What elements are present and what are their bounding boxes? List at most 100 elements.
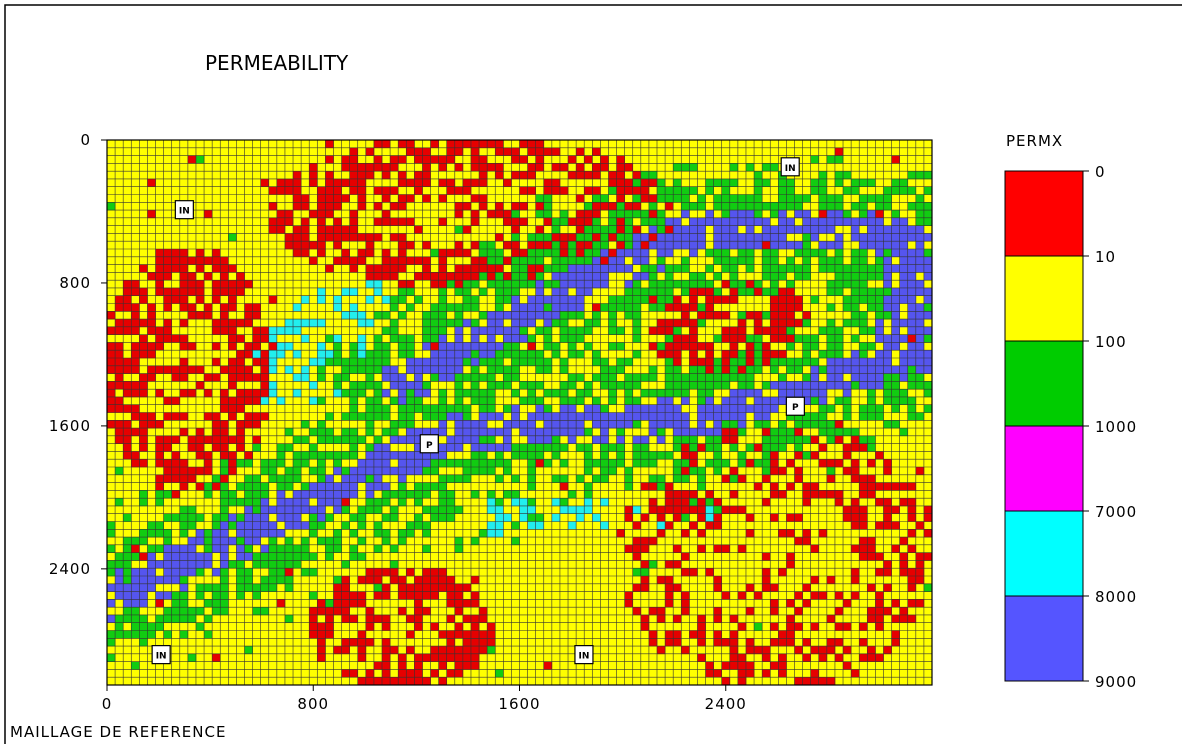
heatmap-cell bbox=[503, 490, 512, 499]
heatmap-cell bbox=[204, 537, 213, 546]
heatmap-cell bbox=[851, 435, 860, 444]
heatmap-cell bbox=[665, 373, 674, 382]
heatmap-cell bbox=[454, 661, 464, 670]
heatmap-cell bbox=[357, 677, 367, 686]
heatmap-cell bbox=[503, 334, 512, 343]
well-label: IN bbox=[156, 652, 167, 662]
well-marker: P bbox=[785, 396, 805, 416]
heatmap-cell bbox=[228, 467, 237, 476]
heatmap-cell bbox=[875, 287, 884, 297]
heatmap-cell bbox=[414, 365, 423, 374]
heatmap-cell bbox=[648, 389, 658, 398]
heatmap-cell bbox=[519, 171, 528, 180]
heatmap-cell bbox=[155, 482, 164, 491]
heatmap-cell bbox=[398, 420, 407, 429]
heatmap-cell bbox=[705, 435, 714, 444]
heatmap-cell bbox=[382, 669, 391, 678]
heatmap-cell bbox=[430, 622, 439, 631]
heatmap-cell bbox=[843, 272, 852, 281]
heatmap-cell bbox=[527, 498, 536, 507]
heatmap-cell bbox=[365, 428, 375, 437]
heatmap-cell bbox=[390, 319, 399, 328]
heatmap-cell bbox=[171, 591, 181, 600]
heatmap-cell bbox=[616, 202, 625, 211]
heatmap-cell bbox=[826, 420, 836, 429]
heatmap-cell bbox=[503, 373, 512, 382]
heatmap-cell bbox=[883, 607, 892, 616]
heatmap-cell bbox=[212, 412, 221, 421]
heatmap-cell bbox=[721, 412, 731, 421]
heatmap-cell bbox=[487, 373, 496, 382]
heatmap-cell bbox=[325, 544, 334, 553]
heatmap-cell bbox=[632, 295, 642, 304]
heatmap-cell bbox=[834, 607, 844, 616]
heatmap-cell bbox=[462, 342, 472, 351]
heatmap-cell bbox=[551, 264, 561, 273]
heatmap-cell bbox=[907, 319, 917, 328]
heatmap-cell bbox=[454, 264, 464, 273]
heatmap-cell bbox=[430, 350, 439, 359]
heatmap-cell bbox=[179, 280, 189, 289]
heatmap-cell bbox=[729, 342, 739, 351]
heatmap-cell bbox=[171, 435, 181, 444]
heatmap-cell bbox=[681, 607, 690, 616]
heatmap-cell bbox=[729, 435, 739, 444]
heatmap-cell bbox=[794, 303, 803, 312]
heatmap-cell bbox=[576, 225, 585, 234]
heatmap-cell bbox=[867, 459, 876, 468]
heatmap-cell bbox=[268, 521, 278, 530]
heatmap-cell bbox=[673, 342, 682, 351]
heatmap-cell bbox=[365, 669, 375, 678]
heatmap-cell bbox=[406, 365, 415, 374]
heatmap-cell bbox=[665, 241, 674, 250]
heatmap-cell bbox=[640, 389, 650, 398]
heatmap-cell bbox=[681, 513, 690, 522]
heatmap-cell bbox=[236, 552, 245, 561]
heatmap-cell bbox=[349, 389, 359, 398]
heatmap-cell bbox=[398, 529, 407, 538]
heatmap-cell bbox=[867, 233, 876, 242]
heatmap-cell bbox=[713, 404, 723, 413]
heatmap-cell bbox=[204, 311, 213, 320]
heatmap-cell bbox=[786, 622, 795, 631]
heatmap-cell bbox=[333, 490, 342, 499]
heatmap-cell bbox=[632, 537, 642, 546]
heatmap-cell bbox=[737, 280, 747, 289]
heatmap-cell bbox=[915, 241, 925, 250]
heatmap-cell bbox=[737, 661, 747, 670]
heatmap-cell bbox=[568, 217, 577, 226]
heatmap-cell bbox=[107, 529, 116, 538]
heatmap-cell bbox=[195, 591, 205, 600]
heatmap-cell bbox=[357, 630, 367, 639]
heatmap-cell bbox=[115, 396, 124, 406]
heatmap-cell bbox=[204, 490, 213, 499]
heatmap-cell bbox=[406, 521, 415, 530]
heatmap-cell bbox=[365, 412, 375, 421]
heatmap-cell bbox=[891, 630, 900, 639]
heatmap-cell bbox=[608, 256, 617, 265]
heatmap-cell bbox=[487, 319, 496, 328]
heatmap-cell bbox=[309, 428, 318, 437]
heatmap-cell bbox=[309, 591, 318, 600]
heatmap-cell bbox=[438, 326, 448, 335]
heatmap-cell bbox=[236, 591, 245, 600]
heatmap-cell bbox=[325, 599, 334, 608]
heatmap-cell bbox=[624, 396, 634, 406]
heatmap-cell bbox=[179, 287, 189, 297]
heatmap-cell bbox=[899, 334, 909, 343]
heatmap-cell bbox=[745, 241, 755, 250]
heatmap-cell bbox=[705, 669, 714, 678]
heatmap-cell bbox=[794, 513, 803, 522]
heatmap-cell bbox=[390, 505, 399, 515]
heatmap-cell bbox=[737, 505, 747, 515]
heatmap-cell bbox=[681, 599, 690, 608]
heatmap-cell bbox=[543, 233, 553, 242]
heatmap-cell bbox=[527, 443, 536, 452]
heatmap-cell bbox=[527, 467, 536, 476]
heatmap-cell bbox=[568, 521, 577, 530]
heatmap-cell bbox=[373, 365, 383, 374]
heatmap-cell bbox=[511, 295, 520, 304]
heatmap-cell bbox=[333, 241, 342, 250]
heatmap-cell bbox=[883, 350, 892, 359]
heatmap-cell bbox=[729, 202, 739, 211]
